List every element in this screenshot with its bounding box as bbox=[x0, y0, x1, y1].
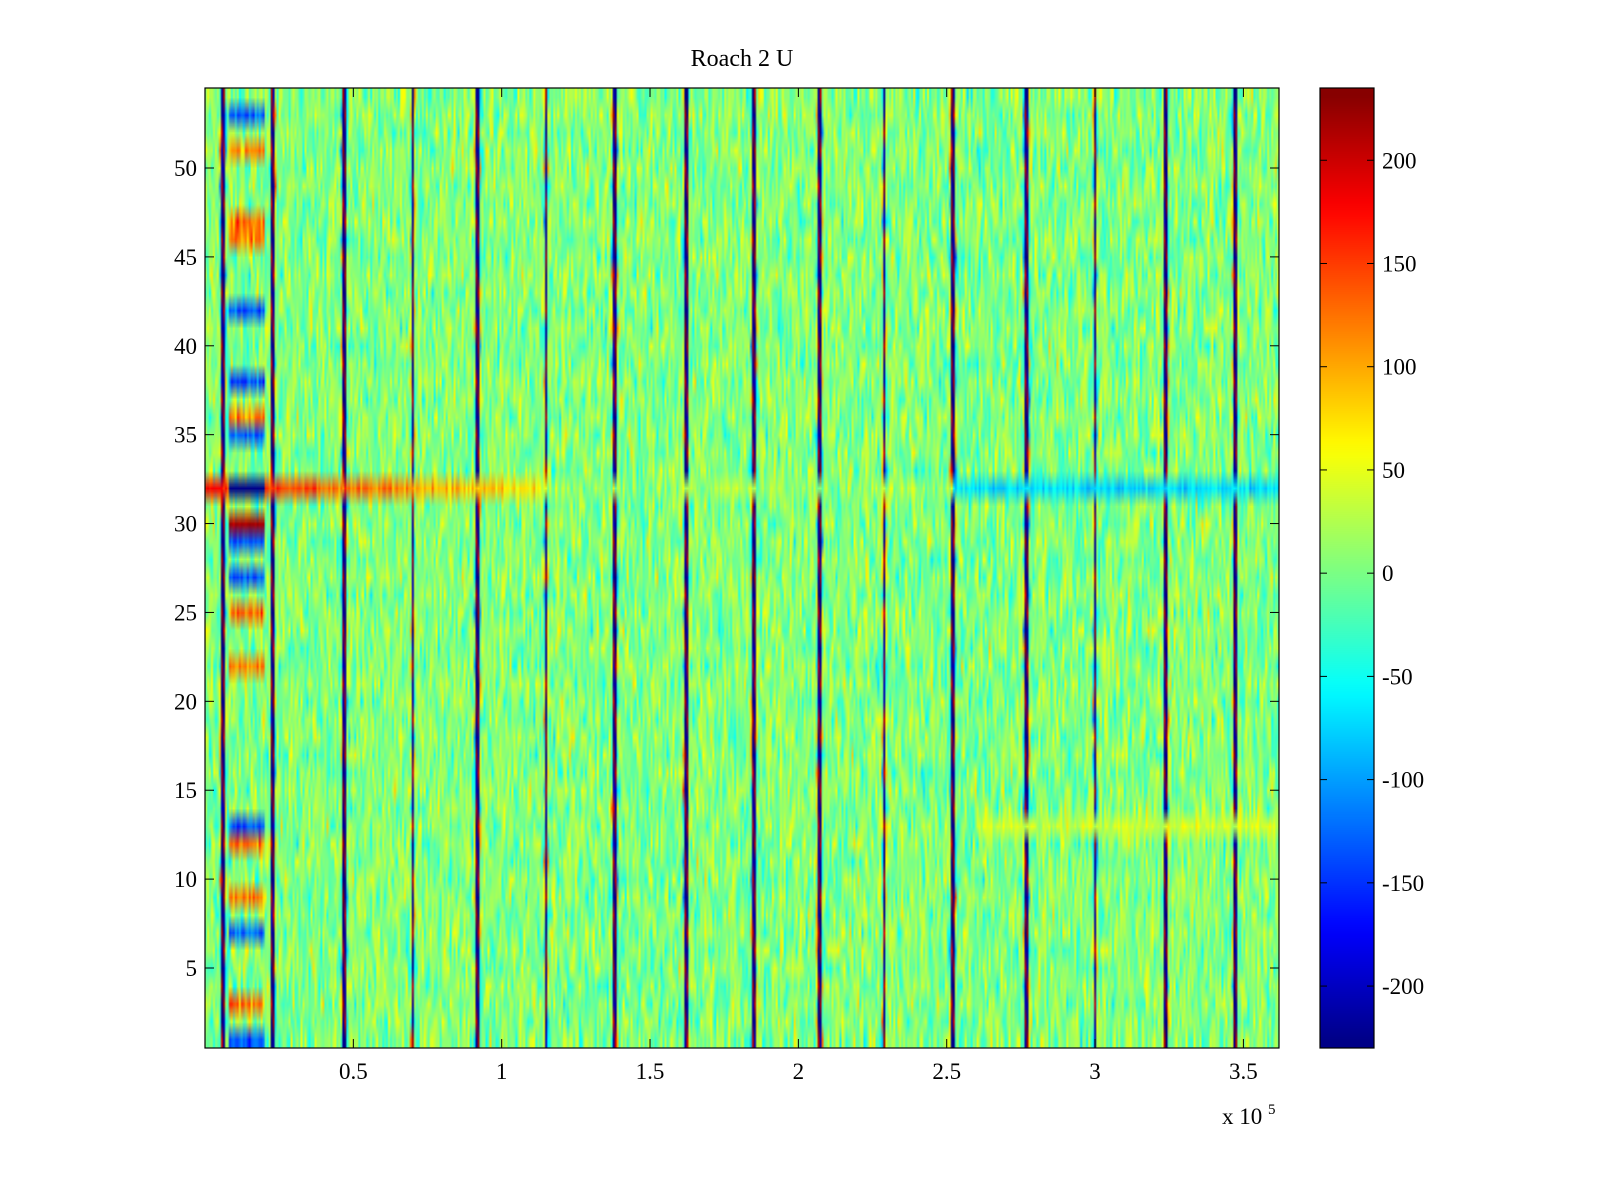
x-multiplier-label: x 10 5 bbox=[1222, 1102, 1276, 1129]
x-tick-label: 0.5 bbox=[339, 1059, 368, 1084]
x-tick-label: 1.5 bbox=[636, 1059, 665, 1084]
colorbar-tick-label: 200 bbox=[1382, 148, 1417, 173]
x-multiplier-base: x 10 bbox=[1222, 1104, 1262, 1129]
x-tick-label: 3.5 bbox=[1229, 1059, 1258, 1084]
heatmap-plot-area bbox=[204, 87, 1280, 1049]
colorbar-tick-label: -100 bbox=[1382, 768, 1424, 793]
x-tick-label: 2 bbox=[793, 1059, 805, 1084]
colorbar-gradient bbox=[1320, 88, 1374, 1048]
y-tick-label: 30 bbox=[174, 512, 197, 537]
x-tick-label: 3 bbox=[1089, 1059, 1101, 1084]
y-tick-label: 25 bbox=[174, 600, 197, 625]
colorbar-tick-label: 100 bbox=[1382, 355, 1417, 380]
y-tick-label: 5 bbox=[186, 956, 198, 981]
heatmap-cells bbox=[205, 88, 1279, 1048]
colorbar-tick-label: -150 bbox=[1382, 871, 1424, 896]
y-tick-label: 35 bbox=[174, 423, 197, 448]
colorbar-frame bbox=[1319, 87, 1375, 1049]
chart-title: Roach 2 U bbox=[691, 46, 794, 72]
y-tick-label: 10 bbox=[174, 867, 197, 892]
y-tick-label: 50 bbox=[174, 156, 197, 181]
colorbar: -200 -150 -100 -50 0 50 100 150 200 bbox=[1319, 87, 1424, 1049]
y-tick-label: 40 bbox=[174, 334, 197, 359]
colorbar-tick-label: -200 bbox=[1382, 974, 1424, 999]
y-tick-label: 15 bbox=[174, 778, 197, 803]
colorbar-tick-label: 50 bbox=[1382, 458, 1405, 483]
y-tick-label: 20 bbox=[174, 689, 197, 714]
x-tick-label: 2.5 bbox=[932, 1059, 961, 1084]
y-axis: 5 10 15 20 25 30 35 40 45 50 bbox=[174, 156, 1279, 981]
x-multiplier-exponent: 5 bbox=[1268, 1102, 1276, 1118]
x-axis: 0.5 1 1.5 2 2.5 3 3.5 bbox=[339, 88, 1258, 1084]
colorbar-ticks: -200 -150 -100 -50 0 50 100 150 200 bbox=[1320, 148, 1424, 999]
y-tick-label: 45 bbox=[174, 245, 197, 270]
plot-frame bbox=[204, 87, 1280, 1049]
colorbar-tick-label: 150 bbox=[1382, 251, 1417, 276]
colorbar-tick-label: -50 bbox=[1382, 664, 1413, 689]
x-tick-label: 1 bbox=[496, 1059, 508, 1084]
colorbar-tick-label: 0 bbox=[1382, 561, 1394, 586]
